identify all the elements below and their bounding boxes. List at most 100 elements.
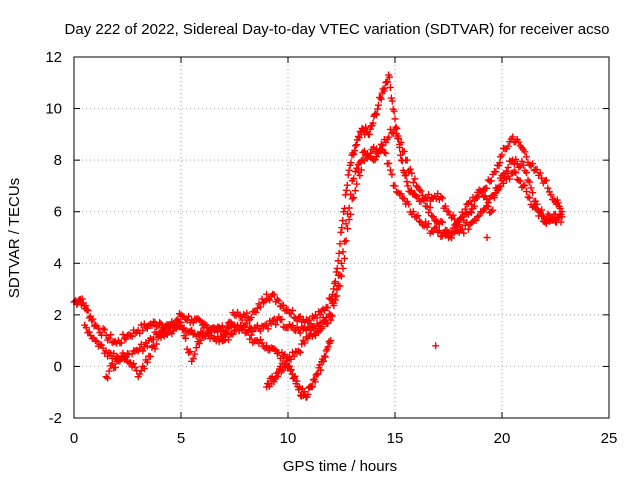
- data-point: [409, 179, 417, 187]
- data-point: [136, 370, 144, 378]
- data-point: [281, 307, 289, 315]
- data-point: [284, 324, 292, 332]
- data-point: [426, 204, 434, 212]
- data-point: [510, 168, 518, 176]
- data-point: [400, 147, 408, 155]
- data-point: [324, 343, 332, 351]
- data-point: [337, 228, 345, 236]
- data-point: [419, 195, 427, 203]
- y-tick-label: 10: [45, 101, 62, 118]
- data-point: [247, 331, 255, 339]
- data-point: [263, 342, 271, 350]
- data-point: [270, 291, 278, 299]
- data-point: [403, 156, 411, 164]
- data-point: [318, 324, 326, 332]
- data-point: [533, 200, 541, 208]
- data-point: [478, 208, 486, 216]
- data-point: [489, 206, 497, 214]
- data-point: [423, 203, 431, 211]
- data-point: [387, 94, 395, 102]
- data-point: [503, 167, 511, 175]
- data-point: [122, 335, 130, 343]
- y-axis-label: SDTVAR / TECUs: [6, 178, 23, 298]
- data-point: [293, 377, 301, 385]
- data-point: [403, 178, 411, 186]
- data-point: [538, 206, 546, 214]
- data-point: [96, 340, 104, 348]
- plot-frame: [73, 56, 610, 419]
- data-point: [295, 313, 303, 321]
- data-point: [107, 331, 115, 339]
- data-point: [330, 299, 338, 307]
- data-point: [89, 315, 97, 323]
- data-point: [492, 189, 500, 197]
- data-point: [380, 148, 388, 156]
- data-point: [185, 349, 193, 357]
- data-point: [345, 166, 353, 174]
- data-point: [490, 194, 498, 202]
- data-point: [414, 212, 422, 220]
- data-point: [420, 222, 428, 230]
- data-point: [425, 208, 433, 216]
- data-point: [347, 159, 355, 167]
- y-tick-label: 12: [45, 49, 62, 66]
- data-point: [311, 378, 319, 386]
- data-point: [224, 336, 232, 344]
- data-point: [542, 176, 550, 184]
- data-point: [177, 319, 185, 327]
- data-point: [342, 220, 350, 228]
- data-point: [143, 324, 151, 332]
- data-point: [445, 208, 452, 216]
- data-point: [195, 316, 203, 324]
- data-point: [339, 217, 347, 225]
- data-point: [483, 234, 491, 241]
- data-point: [366, 125, 374, 133]
- data-point: [428, 227, 436, 235]
- data-point: [404, 182, 412, 190]
- data-point: [519, 161, 527, 169]
- data-point: [128, 332, 136, 340]
- data-point: [140, 343, 148, 351]
- data-point: [172, 316, 180, 324]
- data-point: [454, 222, 462, 230]
- data-point: [339, 248, 347, 256]
- data-point: [355, 134, 363, 142]
- data-point: [143, 358, 151, 366]
- data-point: [475, 212, 483, 220]
- data-point: [263, 321, 271, 329]
- data-point: [104, 374, 112, 382]
- data-point: [315, 308, 323, 316]
- data-point: [512, 155, 520, 163]
- data-point: [353, 164, 361, 172]
- data-point: [397, 138, 405, 146]
- data-point: [518, 157, 526, 165]
- data-point: [175, 322, 183, 330]
- data-point: [345, 216, 353, 224]
- data-point: [267, 320, 275, 328]
- data-point: [475, 192, 483, 200]
- data-point: [290, 352, 298, 360]
- data-point: [327, 337, 335, 345]
- data-point: [370, 143, 378, 151]
- data-point: [324, 319, 332, 327]
- data-point: [472, 216, 480, 224]
- data-point: [341, 254, 349, 262]
- data-point: [296, 348, 304, 356]
- data-point: [527, 184, 535, 192]
- data-point: [111, 338, 119, 346]
- data-point: [235, 327, 243, 335]
- data-point: [293, 317, 301, 325]
- data-point: [352, 141, 360, 149]
- data-point: [391, 125, 399, 133]
- data-point: [111, 363, 119, 371]
- data-point: [91, 337, 99, 345]
- data-point: [515, 163, 523, 171]
- data-point: [441, 202, 449, 210]
- data-point: [496, 159, 504, 167]
- data-point: [325, 310, 333, 318]
- data-point: [458, 208, 466, 216]
- data-point: [286, 362, 294, 370]
- data-point: [521, 148, 529, 156]
